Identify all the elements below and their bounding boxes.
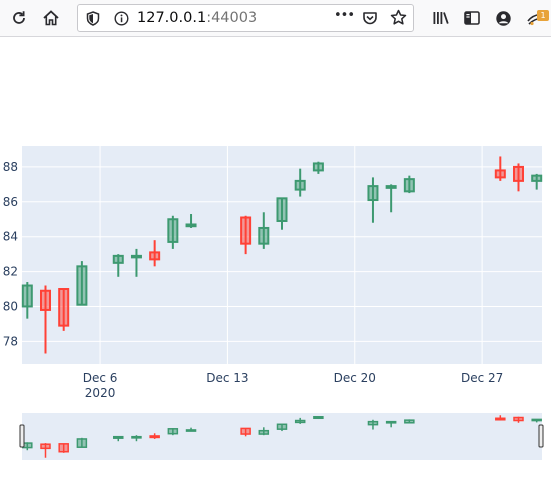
rangeslider-left-handle[interactable]	[19, 424, 25, 448]
candle-body	[258, 226, 270, 245]
extension-badge: 1	[537, 10, 549, 21]
rangeslider-candle-body	[131, 435, 142, 439]
library-button[interactable]	[430, 7, 452, 29]
candle-body	[21, 284, 33, 308]
rangeslider-candle-body	[58, 443, 69, 453]
candle-body	[531, 174, 543, 182]
rangeslider-candle-body	[76, 438, 88, 448]
x-tick-label: Dec 6	[83, 371, 118, 385]
y-tick-label: 80	[3, 299, 18, 313]
rangeslider-candle-body	[185, 429, 197, 432]
pocket-button[interactable]	[362, 10, 378, 30]
rangeslider-candle-body	[513, 416, 524, 422]
browser-toolbar: 127.0.0.1:44003 •••	[0, 0, 551, 37]
rangeslider-candle-body	[276, 423, 288, 430]
candle-body	[39, 289, 51, 311]
extension-button[interactable]: 1	[523, 7, 549, 29]
star-icon	[390, 9, 407, 25]
shield-icon	[86, 11, 100, 26]
rangeslider-candle-body	[385, 420, 397, 424]
candle-body	[185, 223, 197, 228]
rangeslider-background	[22, 413, 542, 460]
candle-body	[276, 197, 288, 222]
rangeslider-candle-body	[40, 443, 51, 450]
candle-body	[367, 185, 379, 202]
rangeslider-candle-body	[167, 428, 179, 435]
pocket-icon	[363, 12, 377, 25]
rangeslider-right-handle[interactable]	[538, 424, 544, 448]
reload-button[interactable]	[8, 7, 30, 29]
candle-body	[403, 178, 415, 193]
y-tick-label: 84	[3, 230, 18, 244]
rangeslider-candle-body	[313, 416, 324, 420]
bookmark-star-button[interactable]	[390, 9, 407, 30]
x-tick-label: Dec 27	[461, 371, 503, 385]
library-icon	[433, 12, 449, 24]
home-icon	[43, 10, 59, 26]
y-tick-label: 82	[3, 265, 18, 279]
rangeslider-candle-body	[531, 418, 542, 422]
page-actions-menu-button[interactable]: •••	[334, 8, 355, 23]
candle-body	[513, 165, 525, 182]
y-tick-label: 86	[3, 195, 18, 209]
candle-body	[385, 185, 397, 189]
home-button[interactable]	[40, 7, 62, 29]
candle-body	[167, 218, 179, 243]
url-text[interactable]: 127.0.0.1:44003	[137, 10, 257, 26]
url-host: 127.0.0.1	[137, 10, 207, 26]
account-icon	[495, 10, 511, 26]
rangeslider-candle-body	[495, 417, 506, 421]
candle-body	[312, 162, 324, 172]
account-button[interactable]	[492, 7, 514, 29]
candle-body	[58, 288, 70, 327]
candle-body	[494, 169, 506, 179]
candle-body	[240, 216, 252, 245]
url-bar[interactable]: 127.0.0.1:44003 •••	[77, 4, 414, 32]
site-info-button[interactable]	[114, 11, 129, 30]
plot-background	[22, 146, 542, 364]
rangeslider-candle-body	[149, 435, 160, 439]
rangeslider-candle-body	[240, 427, 251, 435]
rangeslider-candle-body	[258, 429, 270, 435]
rangeslider-candle-body	[404, 419, 415, 424]
candle-body	[130, 254, 142, 259]
x-tick-label: Dec 13	[206, 371, 248, 385]
candle-body	[149, 251, 161, 261]
info-icon	[114, 11, 129, 26]
url-port: :44003	[206, 10, 258, 26]
rangeslider-candle-body	[113, 435, 124, 439]
candle-body	[294, 179, 306, 191]
candle-body	[76, 265, 88, 306]
x-tick-label: Dec 20	[334, 371, 376, 385]
sidebar-icon	[464, 11, 480, 25]
tracking-protection-button[interactable]	[86, 11, 100, 30]
rangeslider-candle-body	[294, 419, 306, 424]
candle-body	[112, 254, 124, 264]
x-tick-sublabel: 2020	[85, 386, 116, 400]
sidebar-button[interactable]	[461, 7, 483, 29]
rangeslider-candle-body	[367, 420, 379, 426]
reload-icon	[13, 11, 25, 24]
y-tick-label: 78	[3, 334, 18, 348]
y-tick-label: 88	[3, 160, 18, 174]
